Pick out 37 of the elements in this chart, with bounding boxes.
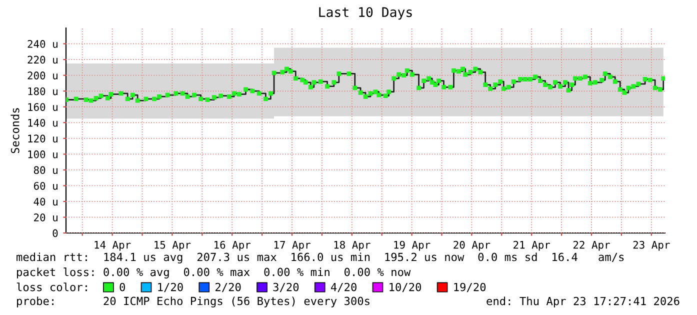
legend-label: 2/20 (216, 282, 241, 292)
y-tick-label: 220 u (28, 56, 58, 64)
legend-label: 19/20 (454, 282, 486, 292)
x-tick-label: 20 Apr (454, 240, 490, 251)
y-tick-label: 100 u (28, 150, 58, 158)
y-tick-label: 60 u (34, 182, 58, 190)
x-tick-label: 18 Apr (334, 240, 370, 251)
x-tick-label: 22 Apr (573, 240, 610, 251)
x-tick-label: 23 Apr (633, 240, 670, 251)
x-tick-label: 19 Apr (394, 240, 430, 251)
y-axis-title: Seconds (10, 108, 20, 154)
y-tick-label: 80 u (34, 166, 58, 174)
legend-label: 4/20 (330, 282, 356, 292)
text: median rtt: 184.1 us avg 207.3 us max 166.0 us min 195.2 us now 0.0 ms sd 16.4 am/s (16, 252, 624, 264)
x-tick-label: 17 Apr (274, 241, 310, 251)
y-tick-label: 120 u (28, 134, 58, 143)
chart-title: Last 10 Days (319, 7, 412, 20)
y-tick-label: 180 u (28, 87, 58, 96)
x-tick-label: 16 Apr (214, 240, 251, 251)
y-tick-label: 20 u (34, 213, 58, 222)
x-tick-label: 21 Apr (514, 240, 550, 251)
text: probe: 20 ICMP Echo Pings (56 Bytes) every 300s (17, 296, 370, 308)
y-tick-label: 40 u (34, 198, 58, 206)
legend-label: 0 (120, 282, 125, 292)
y-tick-label: 240 u (28, 40, 58, 48)
legend-label: 1/20 (158, 282, 183, 292)
legend-label: 10/20 (390, 282, 422, 292)
text: packet loss: 0.00 % avg 0.00 % max 0.00 % min 0.00 % now (17, 268, 411, 278)
x-tick-label: 15 Apr (154, 241, 191, 251)
y-tick-label: 200 u (28, 72, 58, 80)
text: end: Thu Apr 23 17:27:41 2026 (486, 296, 680, 308)
x-tick-label: 14 Apr (94, 241, 131, 251)
legend-label: 3/20 (273, 282, 299, 292)
y-tick-label: 140 u (28, 118, 58, 127)
legend-title: loss color: (16, 282, 87, 292)
y-tick-label: 0 (52, 229, 58, 238)
y-tick-label: 160 u (28, 103, 58, 111)
